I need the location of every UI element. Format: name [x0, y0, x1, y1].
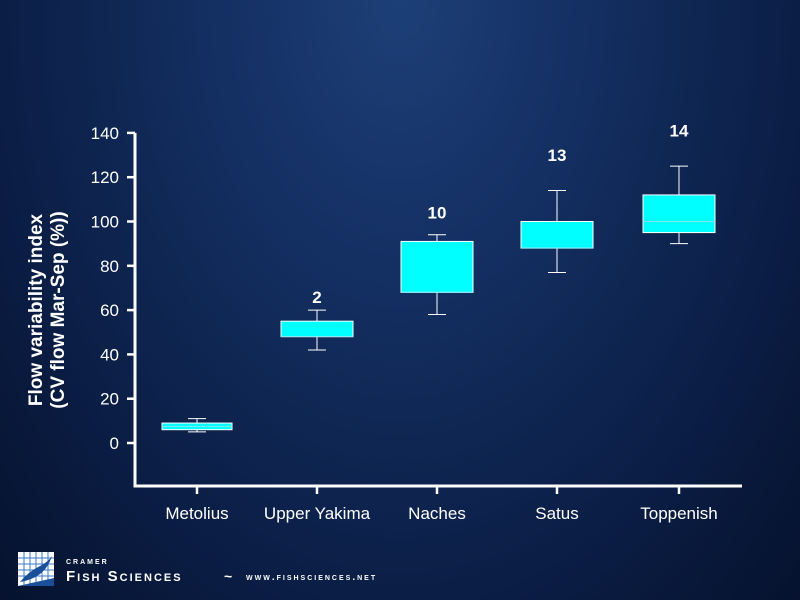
- brand-url: www.fishsciences.net: [246, 572, 378, 583]
- y-axis-title-line1: Flow variability index: [26, 213, 47, 406]
- y-axis-title: Flow variability index (CV flow Mar-Sep …: [26, 211, 69, 408]
- sample-size-labels: 2 10 13 14: [312, 122, 689, 307]
- brand-separator: ~: [224, 568, 233, 584]
- brand-name-main: Fish Sciences: [66, 568, 183, 585]
- y-tick-label: 100: [91, 213, 119, 232]
- x-tick-label: Toppenish: [640, 504, 718, 523]
- y-tick-label: 0: [110, 434, 119, 453]
- x-tick-label: Naches: [408, 504, 466, 523]
- y-tick-label: 60: [100, 301, 119, 320]
- x-tick-label: Upper Yakima: [264, 504, 371, 523]
- boxes: [161, 165, 716, 433]
- boxplot-chart: Flow variability index (CV flow Mar-Sep …: [26, 122, 742, 523]
- x-tick-label: Metolius: [165, 504, 228, 523]
- box-satus: [520, 189, 594, 273]
- sample-size-label: 14: [670, 122, 689, 141]
- footer-branding: Cramer Fish Sciences ~ www.fishsciences.…: [18, 550, 438, 590]
- sample-size-label: 10: [428, 204, 447, 223]
- brand-name-top: Cramer: [66, 556, 109, 567]
- x-tick-labels: Metolius Upper Yakima Naches Satus Toppenish: [165, 486, 718, 523]
- sample-size-label: 13: [548, 146, 567, 165]
- x-tick-label: Satus: [535, 504, 578, 523]
- fish-logo-icon: [18, 552, 54, 586]
- sample-size-label: 2: [312, 288, 321, 307]
- box-iqr: [400, 240, 474, 293]
- axes: [133, 132, 742, 488]
- y-tick-label: 40: [100, 345, 119, 364]
- y-axis-title-line2: (CV flow Mar-Sep (%)): [48, 211, 69, 408]
- y-tick-label: 80: [100, 257, 119, 276]
- box-upper-yakima: [280, 309, 354, 351]
- box-naches: [400, 234, 474, 316]
- box-iqr: [520, 221, 594, 249]
- y-ticks: 0 20 40 60 80 100 120 140: [91, 124, 135, 453]
- box-iqr: [642, 194, 716, 234]
- box-metolius: [161, 418, 233, 433]
- y-tick-label: 140: [91, 124, 119, 143]
- box-iqr: [280, 320, 354, 338]
- box-toppenish: [642, 165, 716, 245]
- y-tick-label: 120: [91, 168, 119, 187]
- y-tick-label: 20: [100, 390, 119, 409]
